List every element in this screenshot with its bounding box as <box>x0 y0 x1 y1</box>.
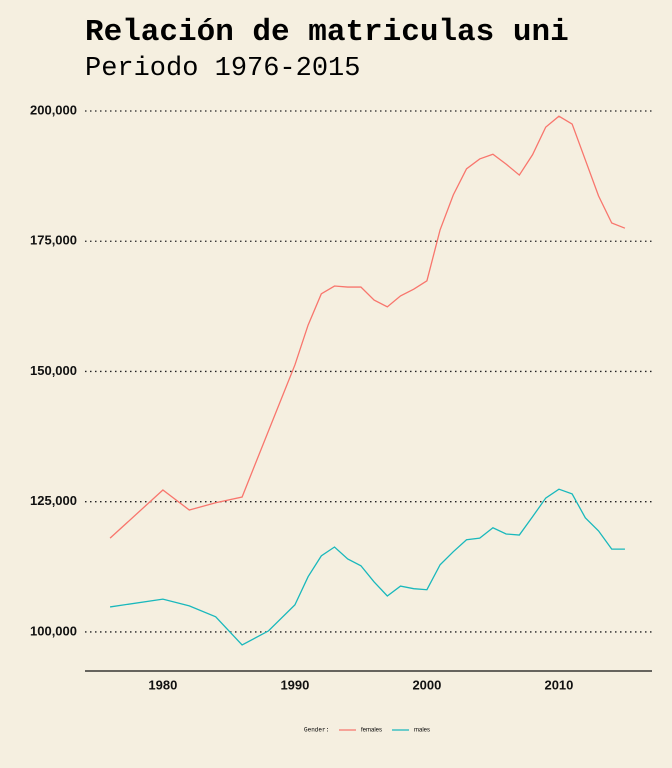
y-tick-label: 125,000 <box>30 493 77 508</box>
y-tick-label: 150,000 <box>30 363 77 378</box>
chart-subtitle: Periodo 1976-2015 <box>85 54 360 84</box>
x-tick-label: 1990 <box>280 677 309 692</box>
x-tick-label: 2010 <box>544 677 573 692</box>
legend-label: females <box>361 728 382 734</box>
series-line <box>109 115 626 539</box>
series-line <box>109 488 625 646</box>
x-tick-label: 1980 <box>148 677 177 692</box>
y-tick-label: 200,000 <box>30 102 77 117</box>
y-tick-label: 175,000 <box>30 233 77 248</box>
legend-title: Gender: <box>304 727 329 734</box>
chart-title: Relación de matriculas uni <box>85 15 569 50</box>
y-tick-label: 100,000 <box>30 623 77 638</box>
legend-label: males <box>414 728 430 734</box>
x-tick-label: 2000 <box>412 677 441 692</box>
